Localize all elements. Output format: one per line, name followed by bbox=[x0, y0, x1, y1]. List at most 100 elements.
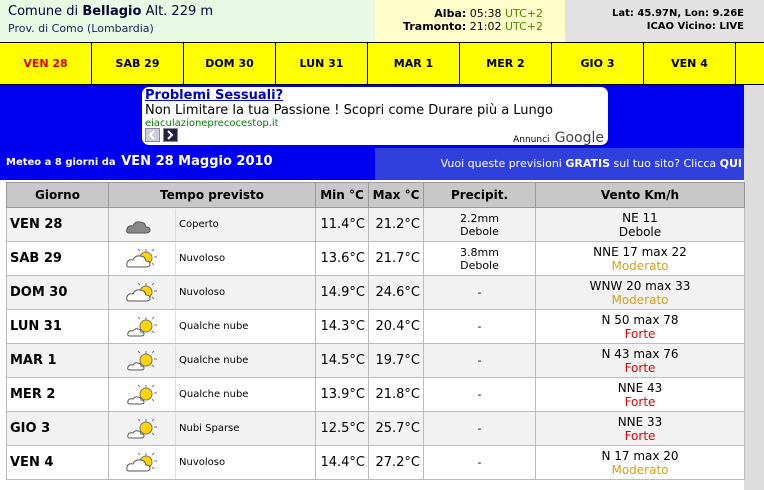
wind-speed: N 50 max 78 bbox=[601, 312, 679, 327]
wind: NNE 43 Forte bbox=[535, 377, 745, 412]
wind-level: Forte bbox=[624, 428, 656, 443]
promo-bold: GRATIS bbox=[565, 157, 611, 170]
ad-text: Non Limitare la tua Passione ! Scopri co… bbox=[145, 103, 553, 118]
sky-wrap: Nubi Sparse bbox=[109, 412, 315, 445]
day: VEN 4 bbox=[6, 445, 109, 480]
day: LUN 31 bbox=[6, 309, 109, 344]
promo-text: Vuoi queste previsioni GRATIS sul tuo si… bbox=[441, 157, 742, 170]
column-header: Max °C bbox=[368, 182, 424, 208]
sky-text: Nuvoloso bbox=[179, 287, 226, 298]
weather-icon bbox=[127, 316, 157, 336]
min-temp: 14.9°C bbox=[315, 275, 369, 310]
wind: NNE 33 Forte bbox=[535, 411, 745, 446]
precip-line: - bbox=[477, 388, 482, 401]
alba-label: Alba: bbox=[434, 7, 467, 20]
promo-link[interactable]: QUI bbox=[719, 157, 742, 170]
sky-text: Nuvoloso bbox=[179, 457, 226, 468]
forecast-row: SAB 29 Nuvoloso 13.6°C 21.7°C 3.8mm Debole NNE… bbox=[6, 241, 745, 276]
wind-level: Moderato bbox=[611, 462, 669, 477]
day-tab[interactable]: VEN 4 bbox=[644, 43, 736, 84]
wind: N 17 max 20 Moderato bbox=[535, 445, 745, 480]
sky: Qualche nube bbox=[108, 343, 316, 378]
day-tab[interactable]: MER 2 bbox=[460, 43, 552, 84]
ad-brand: Google bbox=[554, 130, 604, 146]
day: VEN 28 bbox=[6, 207, 109, 242]
weather-icon bbox=[126, 282, 157, 301]
max-temp: 21.2°C bbox=[368, 207, 424, 242]
weather-icon bbox=[126, 452, 157, 471]
column-header: Precipit. bbox=[423, 182, 536, 208]
ad-title[interactable]: Problemi Sessuali? bbox=[145, 88, 284, 103]
wind-speed: N 17 max 20 bbox=[601, 448, 679, 463]
sky-wrap: Nuvoloso bbox=[109, 276, 315, 309]
day-tab[interactable]: LUN 31 bbox=[276, 43, 368, 84]
wind: WNW 20 max 33 Moderato bbox=[535, 275, 745, 310]
ad-arrows[interactable] bbox=[145, 128, 179, 143]
min-temp: 11.4°C bbox=[315, 207, 369, 242]
location-panel: Comune di Bellagio Alt. 229 m Prov. di C… bbox=[0, 0, 375, 42]
ad-box: Problemi Sessuali? Non Limitare la tua P… bbox=[142, 87, 608, 146]
precip-line: - bbox=[477, 354, 482, 367]
precip-line: 3.8mm bbox=[460, 245, 499, 259]
wind-speed: NNE 43 bbox=[617, 380, 663, 395]
forecast-row: VEN 4 Nuvoloso 14.4°C 27.2°C - N 17 max 20 Mod… bbox=[6, 445, 745, 480]
sky-text: Qualche nube bbox=[179, 389, 249, 400]
day-tab[interactable]: MAR 1 bbox=[368, 43, 460, 84]
location-line: Comune di Bellagio Alt. 229 m bbox=[8, 4, 213, 19]
icon-cell bbox=[109, 344, 176, 377]
max-temp: 25.7°C bbox=[368, 411, 424, 446]
precip-line: - bbox=[477, 320, 482, 333]
ad-footer: Annunci Google bbox=[513, 127, 604, 146]
sky: Coperto bbox=[108, 207, 316, 242]
sky: Qualche nube bbox=[108, 309, 316, 344]
provincia: Prov. di Como (Lombardia) bbox=[8, 22, 154, 35]
precip: - bbox=[423, 343, 536, 378]
day-tab[interactable]: VEN 28 bbox=[0, 43, 92, 84]
day-tab[interactable]: GIO 3 bbox=[552, 43, 644, 84]
promo: Vuoi queste previsioni bbox=[440, 157, 562, 170]
wind-speed: WNW 20 max 33 bbox=[589, 278, 691, 293]
wind-speed: N 43 max 76 bbox=[601, 346, 679, 361]
sky-wrap: Qualche nube bbox=[109, 378, 315, 411]
ad-url[interactable]: eiaculazioneprecocestop.it bbox=[145, 118, 279, 129]
icon-cell bbox=[109, 446, 176, 479]
alba-line: Alba: 05:38 UTC+2 bbox=[434, 7, 543, 20]
wind-speed: NNE 33 bbox=[617, 414, 663, 429]
max-temp: 20.4°C bbox=[368, 309, 424, 344]
sky-wrap: Coperto bbox=[109, 208, 315, 241]
wind: NE 11 Debole bbox=[535, 207, 745, 242]
day: GIO 3 bbox=[6, 411, 109, 446]
day-tab[interactable]: SAB 29 bbox=[92, 43, 184, 84]
precip: - bbox=[423, 377, 536, 412]
icon-cell bbox=[109, 412, 176, 445]
day: MER 2 bbox=[6, 377, 109, 412]
side-strip bbox=[744, 85, 764, 490]
forecast-row: GIO 3 Nubi Sparse 12.5°C 25.7°C - NNE 33 Forte bbox=[6, 411, 745, 446]
alba: 05:38 bbox=[469, 7, 502, 20]
icon-cell bbox=[109, 310, 176, 343]
wind-speed: NNE 17 max 22 bbox=[593, 244, 687, 259]
table-body: VEN 28 Coperto 11.4°C 21.2°C 2.2mm Debole NE 1… bbox=[6, 207, 745, 480]
day-tab[interactable]: DOM 30 bbox=[184, 43, 276, 84]
sky-wrap: Nuvoloso bbox=[109, 242, 315, 275]
precip-line: Debole bbox=[460, 224, 499, 238]
precip: - bbox=[423, 445, 536, 480]
coords-panel: Lat: 45.97N, Lon: 9.26E ICAO Vicino: LIV… bbox=[565, 0, 764, 42]
wind-level: Moderato bbox=[611, 292, 669, 307]
weather-icon bbox=[127, 384, 157, 404]
forecast-row: MAR 1 Qualche nube 14.5°C 19.7°C - N 43 max 7… bbox=[6, 343, 745, 378]
wind: NNE 17 max 22 Moderato bbox=[535, 241, 745, 276]
ad-footer-label: Annunci bbox=[513, 135, 550, 145]
icon-cell bbox=[109, 242, 176, 275]
icon-cell bbox=[109, 378, 176, 411]
precip-line: - bbox=[477, 422, 482, 435]
alba-tz: UTC+2 bbox=[504, 7, 543, 20]
comune: Bellagio bbox=[82, 4, 142, 19]
wind-level: Debole bbox=[618, 224, 662, 239]
min-temp: 14.4°C bbox=[315, 445, 369, 480]
coords: Lat: 45.97N, Lon: 9.26E bbox=[611, 8, 744, 19]
precip-line: Debole bbox=[460, 258, 499, 272]
max-temp: 21.7°C bbox=[368, 241, 424, 276]
weather-icon bbox=[127, 350, 157, 370]
